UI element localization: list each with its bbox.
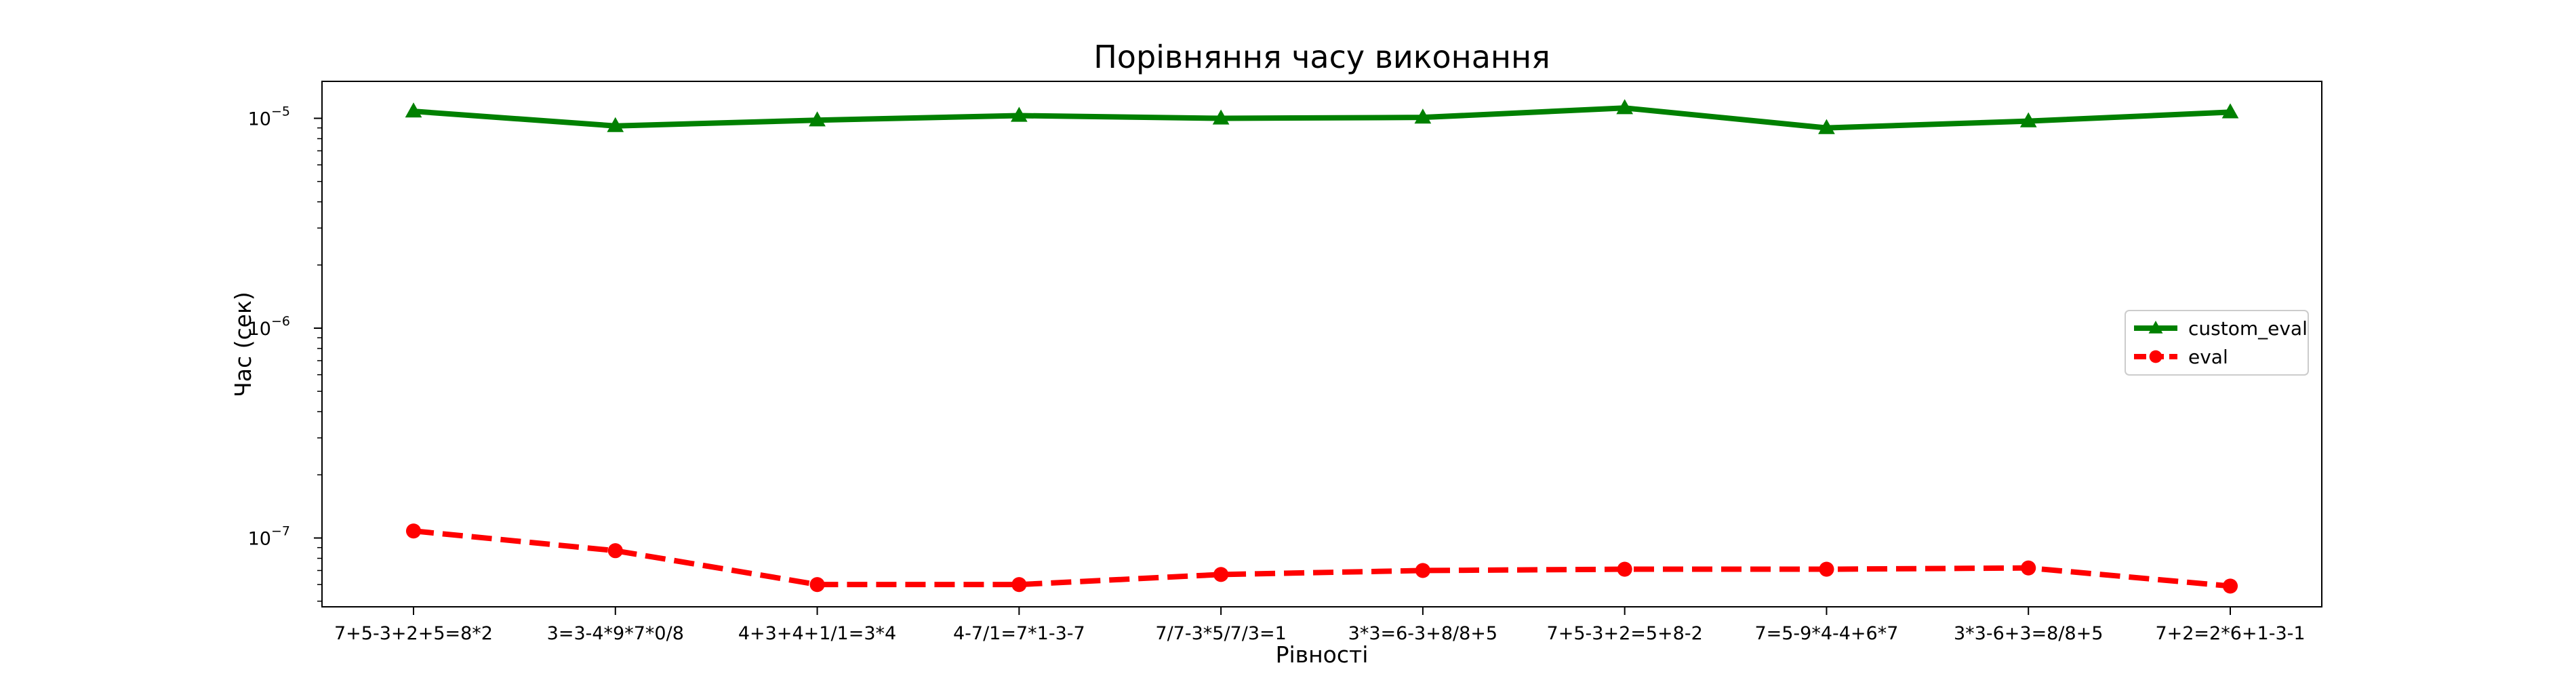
circle-marker	[2021, 560, 2036, 576]
y-tick-label: 10−6	[248, 314, 290, 340]
triangle-marker	[1818, 119, 1835, 134]
legend-label: eval	[2188, 346, 2228, 368]
x-axis-label: Рівності	[1276, 641, 1369, 668]
circle-marker	[405, 523, 422, 539]
series-line	[413, 528, 2231, 589]
circle-marker	[607, 543, 623, 559]
y-tick-exponent: −7	[271, 524, 290, 539]
x-tick-label: 7=5-9*4-4+6*7	[1754, 623, 1898, 644]
triangle-marker	[2221, 103, 2239, 119]
x-tick-label: 7/7-3*5/7/3=1	[1155, 623, 1286, 644]
legend-label: custom_eval	[2188, 317, 2308, 340]
legend-entry-eval: eval	[2134, 346, 2228, 368]
y-tick-base: 10	[248, 319, 271, 340]
triangle-marker	[2019, 112, 2037, 127]
x-tick-label: 7+5-3+2=5+8-2	[1547, 623, 1703, 644]
triangle-marker	[1616, 99, 1634, 115]
chart-title: Порівняння часу виконання	[1093, 39, 1550, 75]
y-tick-exponent: −5	[271, 104, 290, 119]
triangle-marker	[1010, 106, 1028, 122]
plot-area	[321, 81, 2322, 607]
x-tick-label: 3=3-4*9*7*0/8	[547, 623, 684, 644]
triangle-marker	[607, 117, 624, 132]
x-tick-label: 4+3+4+1/1=3*4	[738, 623, 896, 644]
circle-marker	[809, 577, 825, 593]
plot-frame	[321, 81, 2322, 607]
x-tick-label: 4-7/1=7*1-3-7	[953, 623, 1085, 644]
series-layer	[405, 99, 2239, 594]
y-tick-exponent: −6	[271, 314, 290, 329]
circle-marker	[1011, 577, 1027, 593]
series-custom-eval	[405, 99, 2239, 134]
x-axis: 7+5-3+2+5=8*2 3=3-4*9*7*0/8 4+3+4+1/1=3*4 4…	[334, 607, 2306, 644]
circle-marker	[1819, 561, 1834, 577]
x-tick-label: 7+2=2*6+1-3-1	[2155, 623, 2305, 644]
y-tick-label: 10−7	[248, 524, 290, 550]
circle-marker	[1617, 561, 1632, 577]
circle-marker	[1415, 563, 1430, 578]
x-tick-label: 3*3=6-3+8/8+5	[1348, 623, 1497, 644]
series-eval	[405, 523, 2238, 594]
y-tick-label: 10−5	[248, 104, 290, 130]
y-tick-base: 10	[248, 529, 271, 550]
y-axis-label: Час (сек)	[230, 292, 256, 397]
circle-marker	[1213, 567, 1229, 582]
triangle-marker	[809, 111, 826, 127]
circle-marker	[2149, 350, 2162, 363]
triangle-marker	[1212, 109, 1230, 125]
triangle-marker	[405, 102, 422, 118]
series-line	[413, 105, 2231, 131]
y-tick-base: 10	[248, 109, 271, 130]
triangle-marker	[1414, 108, 1432, 124]
triangle-marker	[2148, 321, 2163, 334]
x-tick-label: 3*3-6+3=8/8+5	[1954, 623, 2103, 644]
x-tick-label: 7+5-3+2+5=8*2	[334, 623, 493, 644]
legend-entry-custom-eval: custom_eval	[2134, 317, 2308, 340]
circle-marker	[2222, 578, 2238, 594]
y-axis: 10−510−610−7	[248, 104, 322, 602]
